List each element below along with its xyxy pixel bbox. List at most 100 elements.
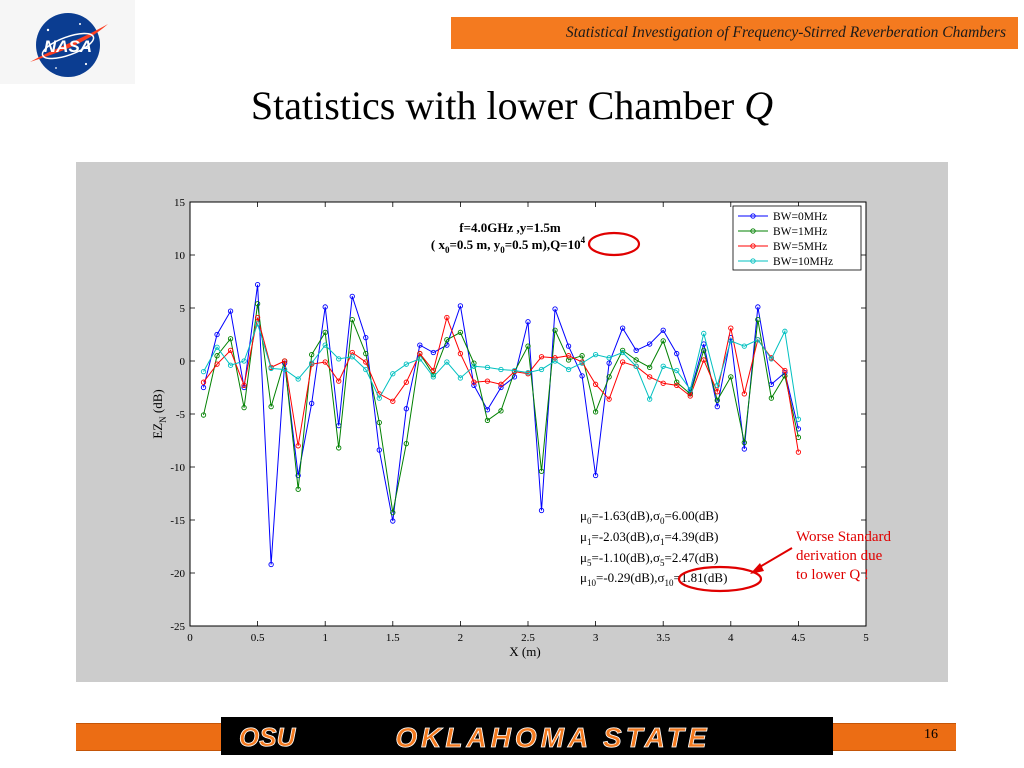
data-point (592, 409, 599, 415)
data-point (214, 361, 220, 367)
x-tick-label: 4.5 (792, 632, 806, 644)
x-tick-label: 1 (322, 632, 328, 644)
legend-label: BW=10MHz (773, 256, 833, 268)
data-point (349, 354, 355, 360)
x-tick-label: 5 (863, 632, 869, 644)
stats-end-1: =4.39(dB) (665, 529, 719, 544)
data-point (768, 356, 775, 362)
nasa-logo-text: NASA (44, 37, 92, 56)
stats-mid-0: =-1.63(dB), (591, 508, 653, 523)
annotation-line-1: Worse Standard (796, 529, 892, 545)
data-point (619, 325, 626, 331)
series-line (203, 315, 799, 453)
data-point (430, 374, 437, 380)
chart-inner-title-line2: ( x0=0.5 m, y0=0.5 m),Q=104 (431, 235, 586, 255)
data-point (214, 344, 220, 350)
data-point (363, 359, 369, 365)
stats-mu-1: μ (580, 529, 587, 544)
data-point (714, 382, 720, 389)
data-point (755, 317, 761, 323)
stats-sigma-sub-0: 0 (660, 516, 665, 526)
stats-sigma-3: σ (657, 570, 664, 585)
data-point (782, 367, 788, 374)
data-point (214, 353, 220, 359)
data-point (674, 379, 680, 385)
data-point (295, 486, 301, 492)
data-point (619, 349, 626, 356)
data-point (268, 365, 274, 372)
y-axis-label: EZN (dB) (150, 389, 168, 438)
data-point (336, 356, 342, 362)
annotation-line-2: derivation due (796, 548, 883, 564)
data-point (295, 376, 301, 382)
legend-box (732, 205, 862, 271)
stats-block: μ0=-1.63(dB),σ0=6.00(dB) μ1=-2.03(dB),σ1… (580, 508, 763, 593)
data-point (309, 360, 315, 366)
data-point (525, 343, 531, 349)
data-point (363, 366, 369, 373)
data-point (660, 363, 666, 369)
data-point (295, 443, 301, 449)
osu-mark-text: OSU (239, 722, 297, 752)
data-point (457, 303, 464, 309)
y-tick-label: -15 (170, 515, 185, 527)
nasa-logo: NASA (0, 0, 135, 84)
data-point (363, 335, 369, 341)
stats-sigma-1: σ (653, 529, 660, 544)
data-point (268, 403, 274, 410)
chart-svg: 0 0.5 1 1.5 2 2.5 3 3.5 4 4.5 5151050-5-10-15-20-2… (150, 197, 869, 659)
stats-mid-1: =-2.03(dB), (591, 529, 653, 544)
data-point (214, 331, 220, 338)
data-point (498, 381, 504, 387)
inner-title-sup: 4 (581, 235, 586, 245)
data-point (606, 396, 612, 402)
data-point (471, 363, 477, 369)
stats-mu-2: μ (580, 550, 587, 565)
x-tick-label: 3 (593, 632, 599, 644)
slide-title-text: Statistics with lower Chamber (250, 83, 745, 128)
data-point (565, 353, 572, 359)
data-point (687, 386, 693, 393)
data-point (701, 330, 707, 337)
data-point (498, 384, 504, 391)
header-banner-text: Statistical Investigation of Frequency-S… (565, 24, 1006, 41)
stats-sigma-0: σ (653, 508, 660, 523)
data-point (241, 382, 247, 389)
data-point (687, 393, 693, 399)
q-highlight-ellipse (587, 231, 641, 257)
chart-legend: BW=0MHz BW=1MHz BW=5MHz BW=10MHz (732, 205, 862, 271)
data-point (430, 349, 437, 356)
data-point (728, 325, 734, 331)
stats-end-3: =1.81(dB) (674, 570, 728, 585)
page-number: 16 (924, 727, 938, 742)
y-tick-label: -5 (176, 409, 186, 421)
y-tick-label: 5 (180, 303, 186, 315)
y-tick-label: -25 (170, 621, 185, 633)
data-point (741, 439, 747, 446)
data-point (281, 358, 288, 364)
data-point (674, 350, 680, 357)
data-point (200, 412, 207, 418)
data-point (795, 449, 802, 455)
data-point (322, 342, 328, 348)
data-point (552, 358, 558, 364)
data-point (795, 416, 802, 422)
data-point (674, 382, 680, 389)
legend-swatch-marker (750, 243, 756, 249)
data-point (714, 389, 720, 395)
x-tick-label: 4 (728, 632, 734, 644)
data-point (782, 328, 788, 334)
annotation-arrow (750, 547, 793, 574)
data-point (349, 317, 355, 323)
data-point (782, 373, 788, 379)
data-point (633, 363, 639, 369)
data-point (647, 374, 653, 380)
data-point (498, 408, 504, 414)
x-tick-label: 2.5 (521, 632, 535, 644)
data-point (336, 378, 342, 384)
data-point (647, 341, 653, 347)
annotation-text: Worse Standard derivation due to lower Q… (796, 528, 936, 585)
data-point (241, 404, 247, 411)
data-point (579, 373, 585, 379)
y-tick-label: 0 (180, 356, 186, 368)
